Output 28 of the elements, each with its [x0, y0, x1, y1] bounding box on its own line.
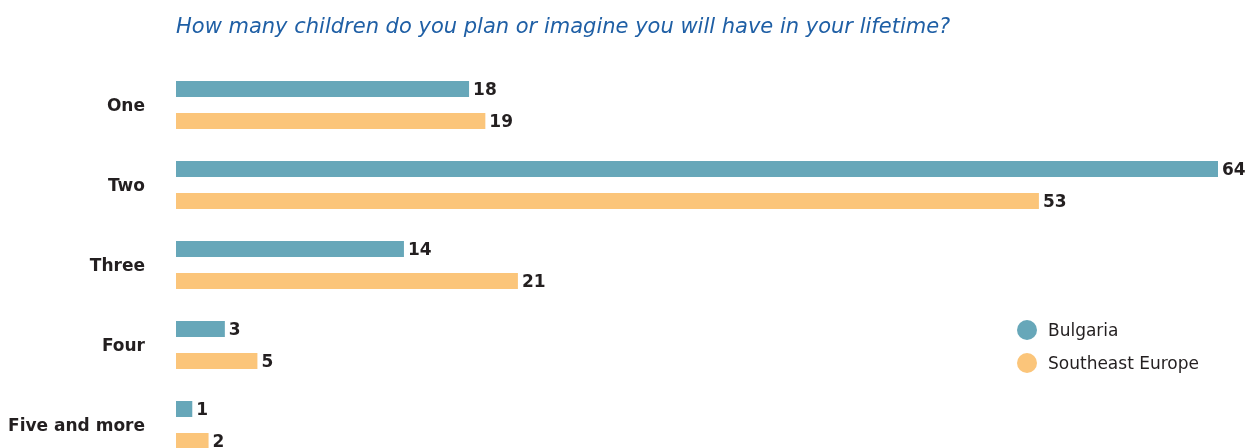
data-label: 64	[1222, 159, 1246, 179]
bar	[176, 273, 518, 289]
data-label: 2	[212, 431, 225, 448]
data-label: 3	[228, 319, 241, 339]
data-label: 53	[1042, 191, 1067, 211]
data-label: 21	[521, 271, 546, 291]
y-tick-label: Four	[101, 335, 146, 355]
data-label: 5	[261, 351, 274, 371]
legend-label: Southeast Europe	[1048, 353, 1199, 373]
bar	[176, 321, 225, 337]
bar	[176, 161, 1218, 177]
bar	[176, 241, 404, 257]
y-tick-label: Five and more	[8, 415, 145, 435]
bar	[176, 113, 486, 129]
legend-label: Bulgaria	[1048, 320, 1119, 340]
bar	[176, 193, 1039, 209]
y-tick-label: One	[106, 95, 145, 115]
y-tick-label: Three	[89, 255, 145, 275]
bar	[176, 353, 258, 369]
bar	[176, 81, 470, 97]
data-label: 1	[196, 399, 209, 419]
bar	[176, 433, 209, 448]
data-label: 14	[407, 239, 432, 259]
y-tick-label: Two	[107, 175, 145, 195]
data-label: 19	[489, 111, 514, 131]
bar	[176, 401, 193, 417]
data-label: 18	[473, 79, 497, 99]
chart-title: How many children do you plan or imagine you will have in your lifetime?	[176, 14, 951, 38]
